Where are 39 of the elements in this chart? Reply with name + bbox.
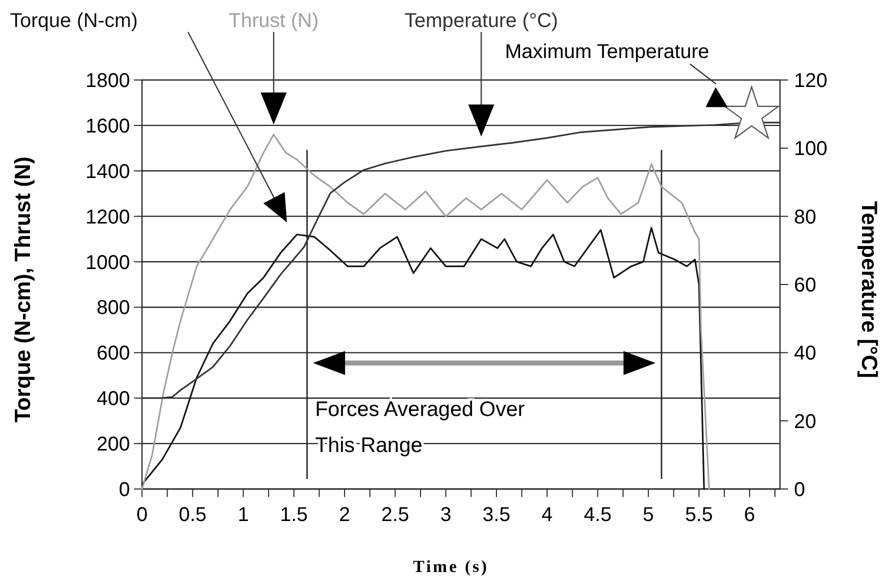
y-tick-label: 600: [96, 342, 130, 365]
y2-tick-label: 60: [794, 274, 816, 296]
y2-tick-label: 100: [794, 138, 828, 160]
y2-tick-label: 120: [794, 70, 828, 92]
y-tick-label: 0: [118, 479, 130, 501]
y-tick-label: 1000: [86, 252, 130, 274]
y2-tick-label: 80: [794, 206, 816, 228]
x-tick-label: 1.5: [280, 504, 308, 526]
y2-tick-label: 40: [794, 342, 816, 365]
text: Maximum Temperature: [505, 41, 710, 63]
y-axis-title: Torque (N-cm), Thrust (N): [10, 156, 35, 423]
y-tick-label: 200: [96, 434, 130, 456]
y2-tick-label: 20: [794, 410, 816, 433]
x-tick-label: 3.5: [482, 504, 510, 526]
x-tick-label: 6: [744, 504, 756, 526]
x-tick-label: 5: [642, 504, 654, 526]
y-tick-label: 1400: [86, 160, 130, 183]
x-tick-label: 1: [238, 504, 249, 526]
y2-tick-label: 0: [794, 479, 806, 501]
y2-axis-title: Temperature [°C]: [857, 200, 882, 378]
y-tick-label: 1600: [86, 115, 130, 138]
x-tick-label: 0.5: [178, 504, 207, 526]
x-tick-label: 5.5: [685, 504, 713, 526]
text: Torque (N-cm): [10, 10, 138, 32]
x-tick-label: 4: [542, 504, 553, 526]
line-series: [141, 134, 710, 490]
text: Thrust (N): [228, 10, 319, 32]
y-tick-label: 800: [96, 297, 130, 320]
y-tick-label: 1800: [86, 70, 130, 92]
text: Temperature (°C): [404, 10, 558, 32]
x-tick-label: 0: [136, 504, 148, 526]
x-axis-title: Time (s): [413, 557, 489, 576]
x-tick-label: 4.5: [584, 504, 612, 526]
y-tick-label: 400: [96, 388, 130, 410]
x-tick-label: 3: [440, 504, 452, 526]
x-tick-label: 2: [338, 504, 350, 526]
y-tick-label: 1200: [86, 206, 130, 228]
x-tick-label: 2.5: [381, 504, 410, 526]
line-series: [141, 226, 705, 490]
